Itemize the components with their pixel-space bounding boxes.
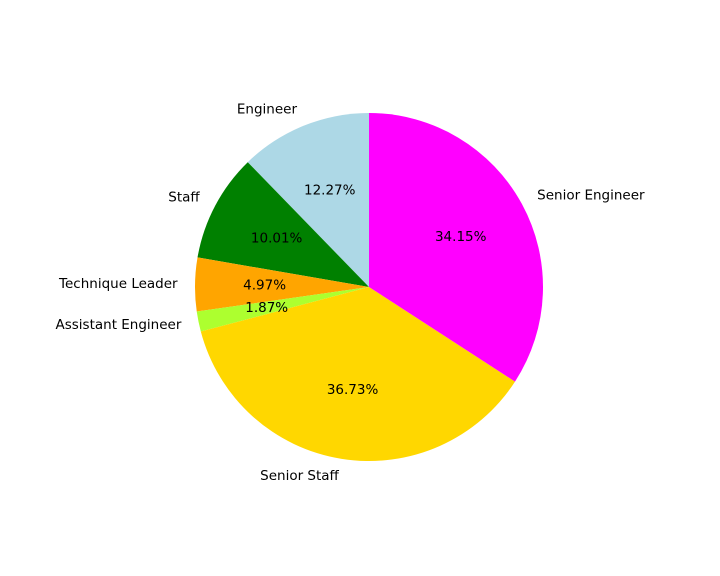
percent-label-senior-staff: 36.73% <box>327 382 379 398</box>
pie-slice-engineer <box>247 113 369 287</box>
percent-labels: 12.27% 10.01% 4.97% 1.87% 36.73% 34.15% <box>243 182 486 398</box>
slice-label-engineer: Engineer <box>237 102 298 118</box>
slice-label-staff: Staff <box>168 190 200 206</box>
percent-label-senior-engineer: 34.15% <box>435 229 487 245</box>
slice-label-technique-leader: Technique Leader <box>58 276 178 292</box>
percent-label-assistant-engineer: 1.87% <box>245 300 288 316</box>
percent-label-engineer: 12.27% <box>304 182 356 198</box>
pie-slice-senior-staff <box>200 287 516 461</box>
pie-slice-technique-leader <box>194 257 369 312</box>
pie-slice-senior-engineer <box>369 113 543 382</box>
slice-label-senior-engineer: Senior Engineer <box>537 188 645 204</box>
slice-label-assistant-engineer: Assistant Engineer <box>55 317 181 333</box>
pie-slice-staff <box>197 162 369 287</box>
percent-label-technique-leader: 4.97% <box>243 277 286 293</box>
percent-label-staff: 10.01% <box>251 230 303 246</box>
pie-slice-assistant-engineer <box>196 287 369 332</box>
pie-slices <box>194 113 543 461</box>
slice-labels: Engineer Staff Technique Leader Assistant E… <box>55 102 645 484</box>
slice-label-senior-staff: Senior Staff <box>260 468 339 484</box>
